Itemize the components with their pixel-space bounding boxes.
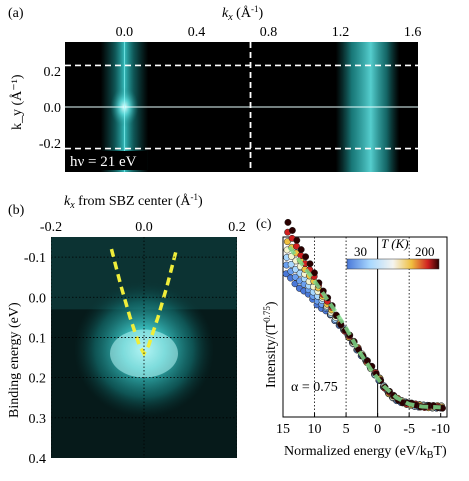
y-tick-label: -0.2 [39,137,61,152]
x-tick-label: 0 [374,422,381,437]
panel-a-annotation: hν = 21 eV [67,151,147,170]
data-point [293,236,301,244]
colorbar-title: T (K) [381,236,409,251]
data-point [310,269,318,277]
x-tick-label: 0.0 [116,25,134,40]
x-tick-label: 0.0 [135,220,153,235]
data-point [302,253,310,261]
x-tick-label: 0.4 [188,25,206,40]
y-tick-label: -0.1 [24,251,46,266]
panel-a-label: (a) [8,6,24,21]
panel-c-axes: 15 10 5 0 -5 -10 [276,413,450,437]
panel-b-label: (b) [8,203,25,218]
y-tick-label: 0.1 [29,331,47,346]
fermi-fit-curve [287,245,441,410]
data-point [297,246,305,254]
y-tick-label: 0.2 [44,65,62,80]
x-tick-label: -0.2 [40,220,62,235]
temperature-colorbar: 30 200 T (K) [346,236,440,270]
y-tick-label: 0.0 [44,101,62,116]
y-tick-label: 0.4 [29,452,47,467]
hv-label: hν = 21 eV [70,154,137,170]
panel-a-ylabel: k_y (Å⁻¹) [9,74,25,130]
panel-c-ylabel: Intensity/(T0.75) [262,301,279,388]
data-point [287,260,295,268]
data-point [283,238,291,246]
x-tick-label: 1.2 [332,25,350,40]
panel-b-ylabel: Binding energy (eV) [7,302,22,418]
data-point [306,260,314,268]
x-tick-label: 10 [308,422,322,437]
y-tick-label: 0.3 [29,412,47,427]
colorbar-min-label: 30 [354,244,367,259]
alpha-annotation: α = 0.75 [291,380,338,395]
panel-a-xlabel: kx (Å-1) [222,4,263,23]
x-tick-label: 1.6 [404,25,422,40]
x-tick-label: 0.8 [260,25,278,40]
x-tick-label: 15 [276,422,290,437]
x-tick-label: -5 [403,422,415,437]
panel-c-label: (c) [256,217,272,232]
y-tick-label: 0.2 [29,372,47,387]
data-point [284,218,292,226]
x-tick-label: 5 [343,422,350,437]
panel-c-xlabel: Normalized energy (eV/kBT) [284,444,447,461]
panel-b-map [51,237,237,458]
data-point [291,273,299,281]
panel-b-xlabel: kx from SBZ center (Å-1) [64,192,203,211]
x-tick-label: -10 [431,422,450,437]
x-tick-label: 0.2 [228,220,246,235]
panel-b-axes: -0.1 0.0 0.1 0.2 0.3 0.4 -0.2 0.0 0.2 [24,220,246,467]
y-tick-label: 0.0 [29,291,47,306]
colorbar-max-label: 200 [415,244,435,259]
panel-a-axes: 0.0 0.4 0.8 1.2 1.6 0.2 0.0 -0.2 [39,25,422,152]
panel-a-map [65,42,418,172]
data-point [288,226,296,234]
colorbar-gradient [346,258,440,270]
